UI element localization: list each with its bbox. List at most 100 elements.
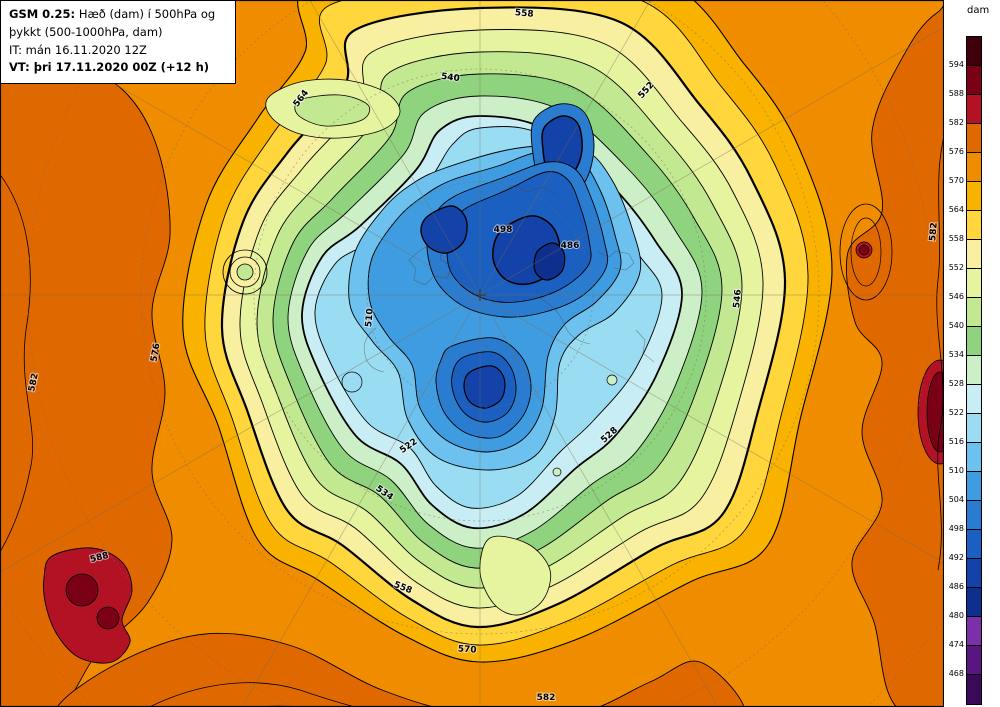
closed-contour-feature (65, 573, 99, 607)
colorbar-tick: 534 (948, 350, 964, 359)
title-line2: þykkt (500-1000hPa, dam) (9, 24, 163, 39)
closed-contour-feature (96, 606, 120, 630)
meridian-line (0, 17, 481, 296)
colorbar-segment (967, 95, 981, 124)
colorbar-segment (967, 617, 981, 646)
colorbar-segment (967, 472, 981, 501)
contour-label: 510 (364, 308, 376, 328)
colorbar-tick: 474 (948, 640, 964, 649)
colorbar-segment (967, 240, 981, 269)
colorbar-segment (967, 269, 981, 298)
contour-band (294, 94, 371, 127)
title-box: GSM 0.25: Hæð (dam) í 500hPa og þykkt (5… (0, 0, 236, 85)
contour-label: 582 (537, 693, 556, 703)
colorbar-tick: 582 (948, 118, 964, 127)
colorbar-segment (967, 356, 981, 385)
colorbar-segment (967, 559, 981, 588)
closed-contour-feature (552, 467, 562, 477)
colorbar-segment (967, 501, 981, 530)
colorbar-segment (967, 153, 981, 182)
colorbar-segment (967, 385, 981, 414)
colorbar-tick: 558 (948, 234, 964, 243)
contour-band (0, 0, 173, 707)
title-text: Hæð (dam) í 500hPa og (78, 7, 216, 21)
colorbar-tick: 480 (948, 611, 964, 620)
colorbar-tick: 468 (948, 669, 964, 678)
meridian-line (479, 294, 944, 564)
colorbar-segment (967, 443, 981, 472)
meridian-line (0, 294, 481, 573)
colorbar-segment (967, 530, 981, 559)
closed-contour-feature (236, 263, 254, 281)
coastline (635, 329, 655, 363)
contour-band (43, 547, 133, 664)
closed-contour-feature (850, 217, 882, 287)
closed-contour-feature (858, 244, 870, 256)
colorbar-tick: 528 (948, 379, 964, 388)
title-line1: GSM 0.25: Hæð (dam) í 500hPa og (9, 6, 227, 24)
valid-time: VT: þri 17.11.2020 00Z (+12 h) (9, 60, 210, 75)
colorbar-scale (966, 36, 982, 705)
contour-band (479, 535, 552, 616)
colorbar-tick: 486 (948, 582, 964, 591)
colorbar-segment (967, 675, 981, 704)
closed-contour-feature (222, 249, 268, 295)
colorbar-segment (967, 414, 981, 443)
coastline (597, 250, 635, 271)
contour-band (56, 632, 745, 707)
meridian-line (241, 294, 481, 707)
colorbar-tick: 492 (948, 553, 964, 562)
colorbar-tick: 540 (948, 321, 964, 330)
meridian-line (309, 0, 481, 296)
colorbar-tick: 498 (948, 524, 964, 533)
colorbar-tick: 594 (948, 60, 964, 69)
colorbar-tick: 588 (948, 89, 964, 98)
closed-contour-feature (341, 371, 363, 393)
colorbar-segment (967, 588, 981, 617)
contour-label: 498 (494, 225, 513, 235)
meridian-line (479, 26, 944, 296)
coastline (408, 242, 453, 286)
colorbar-segment (967, 646, 981, 675)
graticule (0, 0, 944, 707)
coastline (363, 327, 385, 373)
colorbar-tick: 510 (948, 466, 964, 475)
colorbar-tick: 564 (948, 205, 964, 214)
coastlines (363, 184, 655, 391)
colorbar-tick: 546 (948, 292, 964, 301)
colorbar-segment (967, 298, 981, 327)
colorbar-segment (967, 182, 981, 211)
colorbar-segment (967, 66, 981, 95)
colorbar-unit-label: dam (967, 5, 990, 16)
contour-label: 546 (732, 289, 744, 309)
pole-marker (474, 289, 486, 301)
colorbar-tick: 522 (948, 408, 964, 417)
closed-contour-feature (606, 374, 618, 386)
colorbar-tick: 570 (948, 176, 964, 185)
coastline (499, 184, 556, 195)
coastline (539, 297, 591, 345)
colorbar-tick: 576 (948, 147, 964, 156)
colorbar: dam 594 588 582 576 570 564 558 552 546 540 534 528… (944, 0, 1000, 707)
contour-label: 576 (149, 343, 162, 363)
contour-line (936, 134, 944, 571)
colorbar-segment (967, 327, 981, 356)
contour-line (148, 682, 357, 707)
contour-band (533, 242, 566, 281)
contour-label: 558 (514, 8, 534, 20)
contour-label: 582 (928, 222, 940, 242)
contour-band (420, 205, 468, 254)
contour-band (845, 4, 944, 707)
colorbar-segment (967, 124, 981, 153)
model-name: GSM 0.25: (9, 7, 76, 21)
contour-band (463, 365, 506, 409)
contour-label: 582 (27, 372, 41, 392)
meridian-line (479, 0, 651, 296)
init-time: IT: mán 16.11.2020 12Z (9, 42, 147, 57)
colorbar-tick: 552 (948, 263, 964, 272)
contour-label: 570 (457, 644, 476, 655)
weather-map-area: 558 564 552 540 546 498 486 510 522 528 534 558 570 5… (0, 0, 944, 707)
coastline (451, 367, 469, 391)
meridian-line (479, 294, 719, 707)
